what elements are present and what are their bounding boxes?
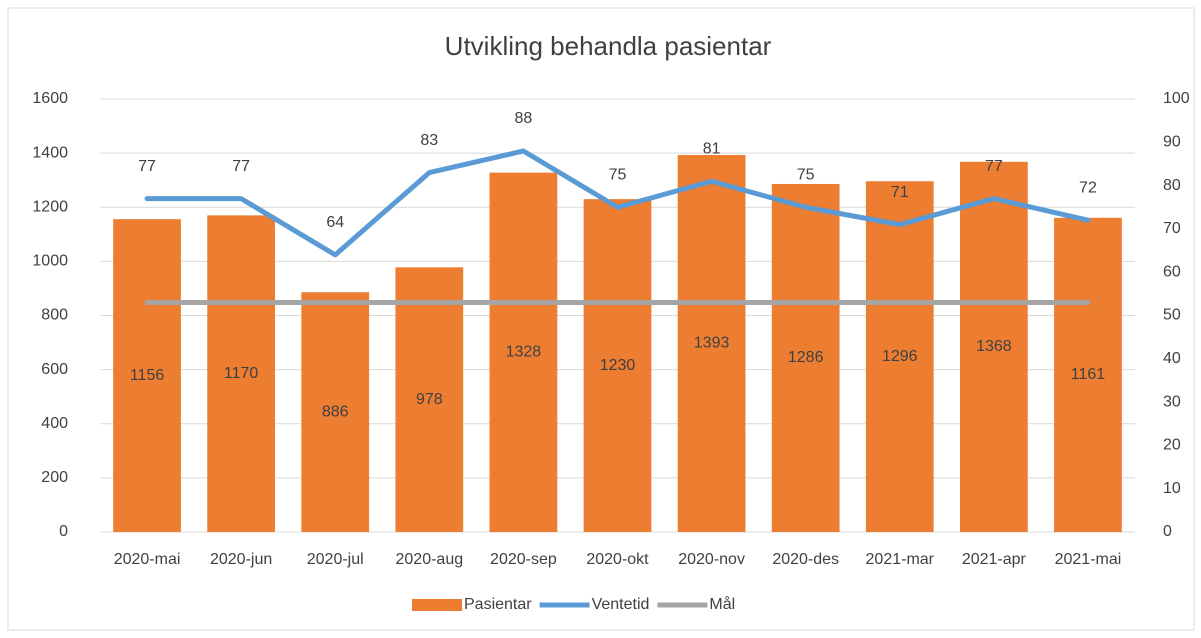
line-label: 77 xyxy=(138,158,156,175)
bar xyxy=(677,155,746,532)
bar-label: 1393 xyxy=(694,335,730,352)
bar-label: 1156 xyxy=(130,367,165,384)
bar-label: 1368 xyxy=(976,338,1012,355)
line-label: 71 xyxy=(891,184,909,201)
bar-label: 1296 xyxy=(882,348,918,365)
y-tick-label: 200 xyxy=(41,469,68,486)
bar xyxy=(959,161,1028,532)
line-label: 77 xyxy=(985,158,1003,175)
line-label: 83 xyxy=(420,132,438,149)
y-tick-label: 800 xyxy=(41,307,68,324)
bar xyxy=(301,292,370,532)
x-tick-label: 2020-sep xyxy=(490,551,557,568)
x-tick-label: 2020-okt xyxy=(586,551,649,568)
bar xyxy=(583,199,652,532)
line-label: 72 xyxy=(1079,179,1097,196)
bar-label: 1230 xyxy=(600,357,636,374)
y-tick-label: 1600 xyxy=(32,90,68,107)
x-tick-label: 2020-aug xyxy=(396,551,464,568)
y2-tick-label: 0 xyxy=(1163,523,1172,540)
y-tick-label: 1200 xyxy=(32,198,68,215)
y2-tick-label: 100 xyxy=(1163,90,1190,107)
bar-label: 886 xyxy=(322,403,349,420)
x-tick-label: 2021-mai xyxy=(1055,551,1122,568)
y2-tick-label: 90 xyxy=(1163,134,1181,151)
legend-label: Ventetid xyxy=(592,596,650,613)
y-tick-label: 0 xyxy=(59,523,68,540)
bar-label: 1328 xyxy=(506,344,542,361)
bar-label: 1286 xyxy=(788,349,824,366)
line-label: 64 xyxy=(326,214,344,231)
bar-label: 1170 xyxy=(224,365,259,382)
bar xyxy=(489,172,558,533)
line xyxy=(144,148,1091,258)
y2-tick-label: 60 xyxy=(1163,263,1181,280)
y-tick-label: 1000 xyxy=(32,253,68,270)
y-tick-label: 400 xyxy=(41,415,68,432)
bar xyxy=(865,181,934,532)
y-tick-label: 1400 xyxy=(32,144,68,161)
y2-tick-label: 40 xyxy=(1163,350,1181,367)
y2-tick-label: 80 xyxy=(1163,177,1181,194)
x-tick-label: 2020-nov xyxy=(678,551,745,568)
y2-tick-label: 70 xyxy=(1163,220,1181,237)
bar-label: 978 xyxy=(416,391,443,408)
line-label: 77 xyxy=(232,158,250,175)
chart-title: Utvikling behandla pasientar xyxy=(445,31,772,61)
line-label: 75 xyxy=(609,166,627,183)
bar xyxy=(771,183,840,532)
x-tick-label: 2021-mar xyxy=(866,551,935,568)
x-tick-label: 2021-apr xyxy=(962,551,1027,568)
x-tick-label: 2020-des xyxy=(772,551,839,568)
line-label: 75 xyxy=(797,166,815,183)
bar xyxy=(113,219,181,532)
x-tick-label: 2020-jun xyxy=(210,551,272,568)
legend-label: Pasientar xyxy=(464,596,532,613)
bar xyxy=(1054,217,1122,532)
y2-tick-label: 10 xyxy=(1163,480,1181,497)
line-label: 81 xyxy=(703,140,721,157)
x-tick-label: 2020-jul xyxy=(307,551,364,568)
line-label: 88 xyxy=(515,110,533,127)
y2-tick-label: 20 xyxy=(1163,437,1181,454)
y-tick-label: 600 xyxy=(41,361,68,378)
legend-swatch xyxy=(412,599,462,611)
x-tick-label: 2020-mai xyxy=(114,551,181,568)
y2-tick-label: 50 xyxy=(1163,307,1181,324)
bar xyxy=(207,215,276,532)
bar xyxy=(395,267,464,532)
y2-tick-label: 30 xyxy=(1163,393,1181,410)
legend-label: Mål xyxy=(709,595,735,613)
bar-label: 1161 xyxy=(1071,366,1106,383)
